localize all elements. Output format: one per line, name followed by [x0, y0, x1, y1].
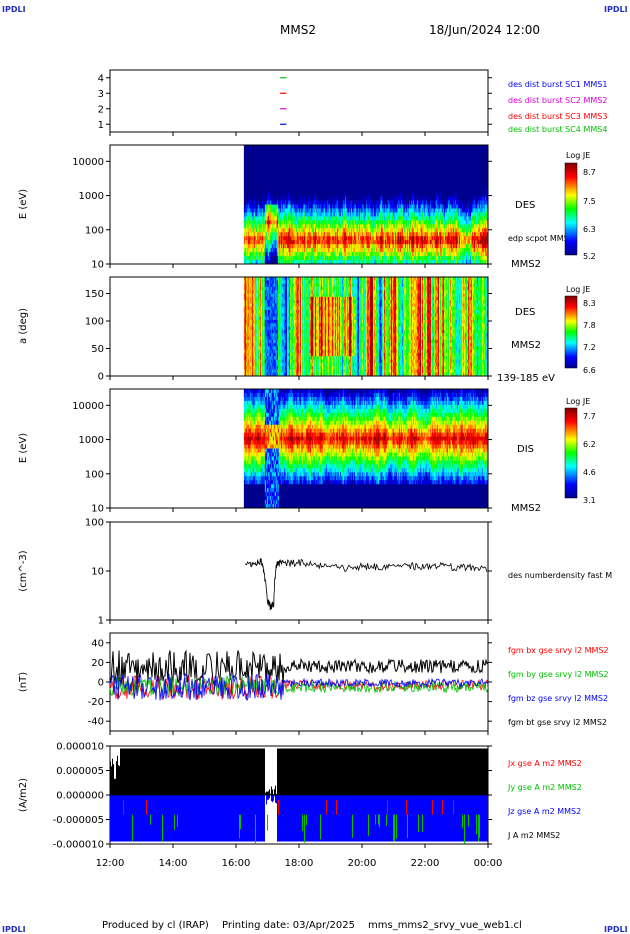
- plot-canvas: IPDLI IPDLI IPDLI IPDLI MMS2 18/Jun/2024…: [0, 0, 630, 934]
- corner-label-br: IPDLI: [604, 925, 628, 934]
- footer-file: mms_mms2_srvy_vue_web1.cl: [368, 920, 522, 931]
- footer-printed: Printing date: 03/Apr/2025: [222, 920, 355, 931]
- burst-legend-mms1: des dist burst SC1 MMS1: [508, 80, 607, 89]
- burst-ytick-label-3: 1: [98, 120, 104, 131]
- burst-ytick-label-0: 4: [98, 73, 104, 84]
- page-date: 18/Jun/2024 12:00: [429, 23, 540, 37]
- burst-legend-mms4: des dist burst SC4 MMS4: [508, 125, 607, 134]
- corner-label-tl: IPDLI: [2, 5, 26, 14]
- corner-label-tr: IPDLI: [604, 5, 628, 14]
- footer-produced: Produced by cl (IRAP): [102, 920, 209, 931]
- burst-legend-mms2: des dist burst SC2 MMS2: [508, 96, 607, 105]
- panel-burst: 4 3 2 1 des dist burst SC1 MMS1 des dist bu…: [98, 70, 608, 134]
- page-title: MMS2: [280, 23, 316, 37]
- corner-label-bl: IPDLI: [2, 925, 26, 934]
- burst-ytick-label-2: 2: [98, 104, 104, 115]
- panel-burst-frame: [110, 70, 488, 132]
- burst-ytick-label-1: 3: [98, 89, 104, 100]
- burst-legend-mms3: des dist burst SC3 MMS3: [508, 112, 607, 121]
